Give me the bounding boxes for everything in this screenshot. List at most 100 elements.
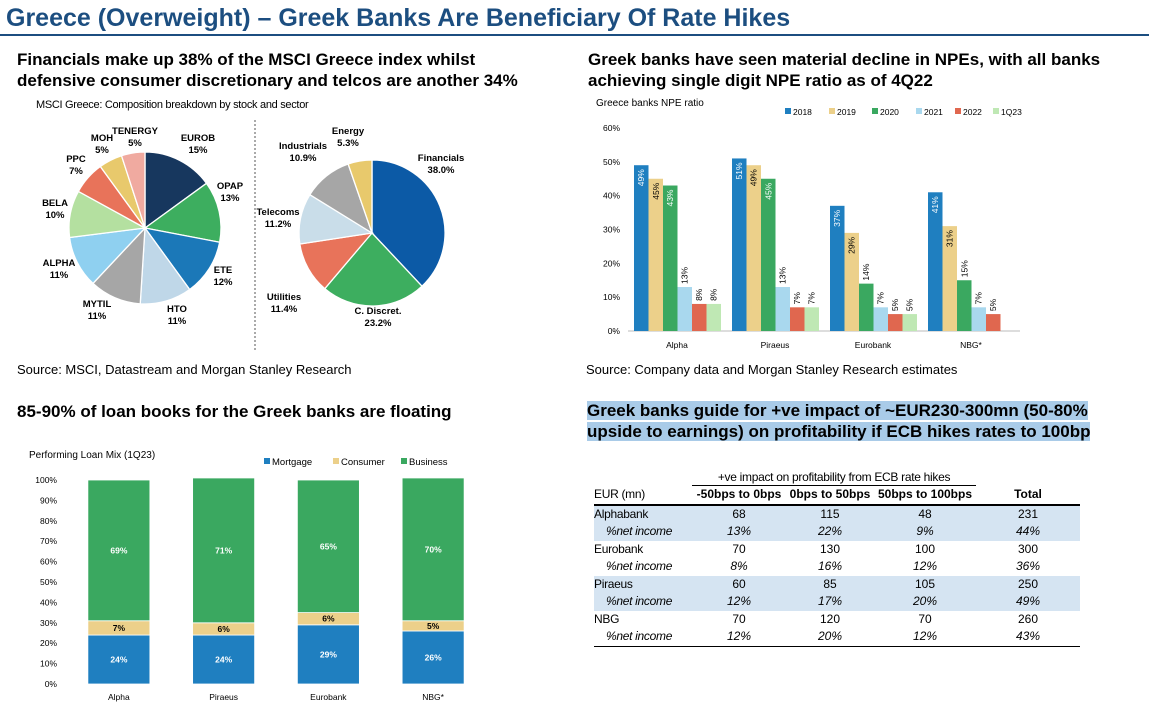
col-header-eur: EUR (mn) — [594, 487, 645, 501]
pie-label-bela: BELA — [42, 198, 68, 209]
table-cell: 231 — [976, 504, 1080, 523]
pie-label-industrials: Industrials — [279, 141, 327, 152]
loan-bar-piraeus-mortgage — [192, 634, 256, 685]
row-label: %net income — [606, 559, 673, 573]
loan-bars: Performing Loan Mix (1Q23) 0% 10% 20% 30% 40%… — [29, 450, 465, 702]
legend-swatch-1q23 — [993, 108, 999, 114]
table-cell: 260 — [1017, 611, 1039, 626]
npe-data-label: 45% — [651, 182, 661, 199]
pie-slice-tenergy — [120, 151, 146, 229]
npe-x-label-piraeus: Piraeus — [761, 340, 790, 350]
col-header-total: Total — [1014, 487, 1042, 501]
npe-bar-alpha-2022 — [692, 303, 707, 331]
npe-heading: Greek banks have seen material decline i… — [588, 49, 1100, 91]
loan-bar-alpha-mortgage — [87, 634, 151, 685]
table-cell: 22% — [786, 523, 874, 541]
pie-label-ete: ETE — [214, 265, 232, 276]
impact-heading-line2: upside to earnings) on profitability if … — [587, 422, 1091, 441]
pie-label-utilities: Utilities — [267, 292, 301, 303]
npe-data-label: 5% — [905, 298, 915, 311]
npe-data-label: 7% — [876, 292, 886, 305]
pie-value-ppc: 7% — [69, 166, 83, 177]
pie-label-telecoms: Telecoms — [256, 207, 299, 218]
row-label: %net income — [594, 523, 692, 541]
npe-bar-alpha-2020 — [663, 185, 678, 331]
npe-y-tick: 40% — [603, 191, 620, 201]
loan-y-tick: 0% — [45, 679, 58, 689]
loan-heading: 85-90% of loan books for the Greek banks… — [17, 402, 452, 421]
pie-label-moh: MOH — [91, 133, 113, 144]
npe-bar-eurobank-2022 — [888, 314, 903, 331]
table-row-net-income: %net income 13% 22% 9% 44% — [594, 523, 1080, 541]
npe-data-label: 8% — [694, 288, 704, 301]
table-cell: 70 — [732, 611, 746, 626]
npe-bar-piraeus-2019 — [746, 165, 761, 331]
pie-value-ete: 12% — [213, 277, 233, 288]
legend-label-2021: 2021 — [924, 107, 943, 117]
pie-value-financials: 38.0% — [428, 165, 455, 176]
table-cell: 12% — [692, 593, 786, 611]
impact-table: EUR (mn) -50bps to 0bps 0bps to 50bps 50… — [594, 486, 1080, 647]
loan-data-label: 24% — [215, 655, 232, 665]
npe-x-label-alpha: Alpha — [666, 340, 688, 350]
npe-bar-nbg-2021 — [971, 307, 986, 331]
msci-source: Source: MSCI, Datastream and Morgan Stan… — [17, 362, 352, 377]
impact-heading: Greek banks guide for +ve impact of ~EUR… — [587, 400, 1091, 442]
npe-bar-nbg-2022 — [986, 314, 1001, 331]
pie-value-telecoms: 11.2% — [265, 219, 292, 230]
legend-label-2018: 2018 — [793, 107, 812, 117]
legend-swatch-2022 — [955, 108, 961, 114]
pie-slice-eurob — [144, 151, 208, 230]
row-label: Piraeus — [594, 575, 692, 593]
npe-chart-title: Greece banks NPE ratio — [596, 98, 704, 109]
table-row-net-income: %net income 12% 20% 12% 43% — [594, 628, 1080, 646]
loan-bar-eurobank-business — [296, 479, 360, 614]
table-cell: 20% — [874, 593, 976, 611]
loan-y-tick: 50% — [40, 577, 57, 587]
table-cell: 43% — [1015, 629, 1041, 643]
npe-data-label: 5% — [988, 298, 998, 311]
stock-pie: EUROB15%OPAP13%ETE12%HTO11%MYTIL11%ALPHA… — [42, 126, 244, 327]
pie-value-bela: 10% — [45, 210, 65, 221]
table-cell: 60 — [692, 575, 786, 593]
table-cell: 44% — [976, 523, 1080, 541]
loan-data-label: 69% — [110, 545, 127, 555]
table-cell: 12% — [912, 629, 938, 643]
legend-swatch-2021 — [916, 108, 922, 114]
npe-y-tick: 0% — [608, 326, 621, 336]
row-label: %net income — [606, 629, 673, 643]
loan-data-label: 29% — [320, 649, 337, 659]
loan-bar-nbg-business — [401, 477, 465, 622]
loan-legend-swatch-business — [401, 458, 407, 464]
npe-data-label: 29% — [847, 236, 857, 253]
col-header-m50-0: -50bps to 0bps — [696, 487, 782, 501]
legend-label-2020: 2020 — [880, 107, 899, 117]
msci-chart-subtitle: MSCI Greece: Composition breakdown by st… — [36, 99, 309, 111]
pie-slice-opap — [143, 182, 222, 244]
col-header-50-100: 50bps to 100bps — [877, 487, 973, 501]
npe-data-label: 45% — [763, 182, 773, 199]
npe-data-label: 49% — [749, 169, 759, 186]
npe-data-label: 43% — [665, 189, 675, 206]
npe-data-label: 8% — [709, 288, 719, 301]
npe-data-label: 7% — [792, 292, 802, 305]
pie-value-alpha: 11% — [50, 270, 69, 281]
npe-bar-alpha-2021 — [677, 287, 692, 331]
npe-data-label: 49% — [636, 169, 646, 186]
loan-y-tick: 20% — [40, 638, 57, 648]
loan-bar-alpha-business — [87, 479, 151, 622]
npe-bar-alpha-2018 — [634, 165, 649, 331]
npe-bar-nbg-2020 — [957, 280, 972, 331]
pie-value-utilities: 11.4% — [271, 304, 298, 315]
pie-slice-financials — [371, 159, 446, 288]
npe-bar-piraeus-2020 — [761, 178, 776, 331]
pie-label-eurob: EUROB — [181, 133, 215, 144]
row-label: NBG — [594, 611, 620, 626]
group-header-rule — [692, 485, 976, 486]
npe-x-label-eurobank: Eurobank — [855, 340, 892, 350]
npe-bar-piraeus-2021 — [775, 287, 790, 331]
npe-data-label: 37% — [832, 209, 842, 226]
legend-label-2019: 2019 — [837, 107, 856, 117]
table-cell: 20% — [817, 629, 843, 643]
